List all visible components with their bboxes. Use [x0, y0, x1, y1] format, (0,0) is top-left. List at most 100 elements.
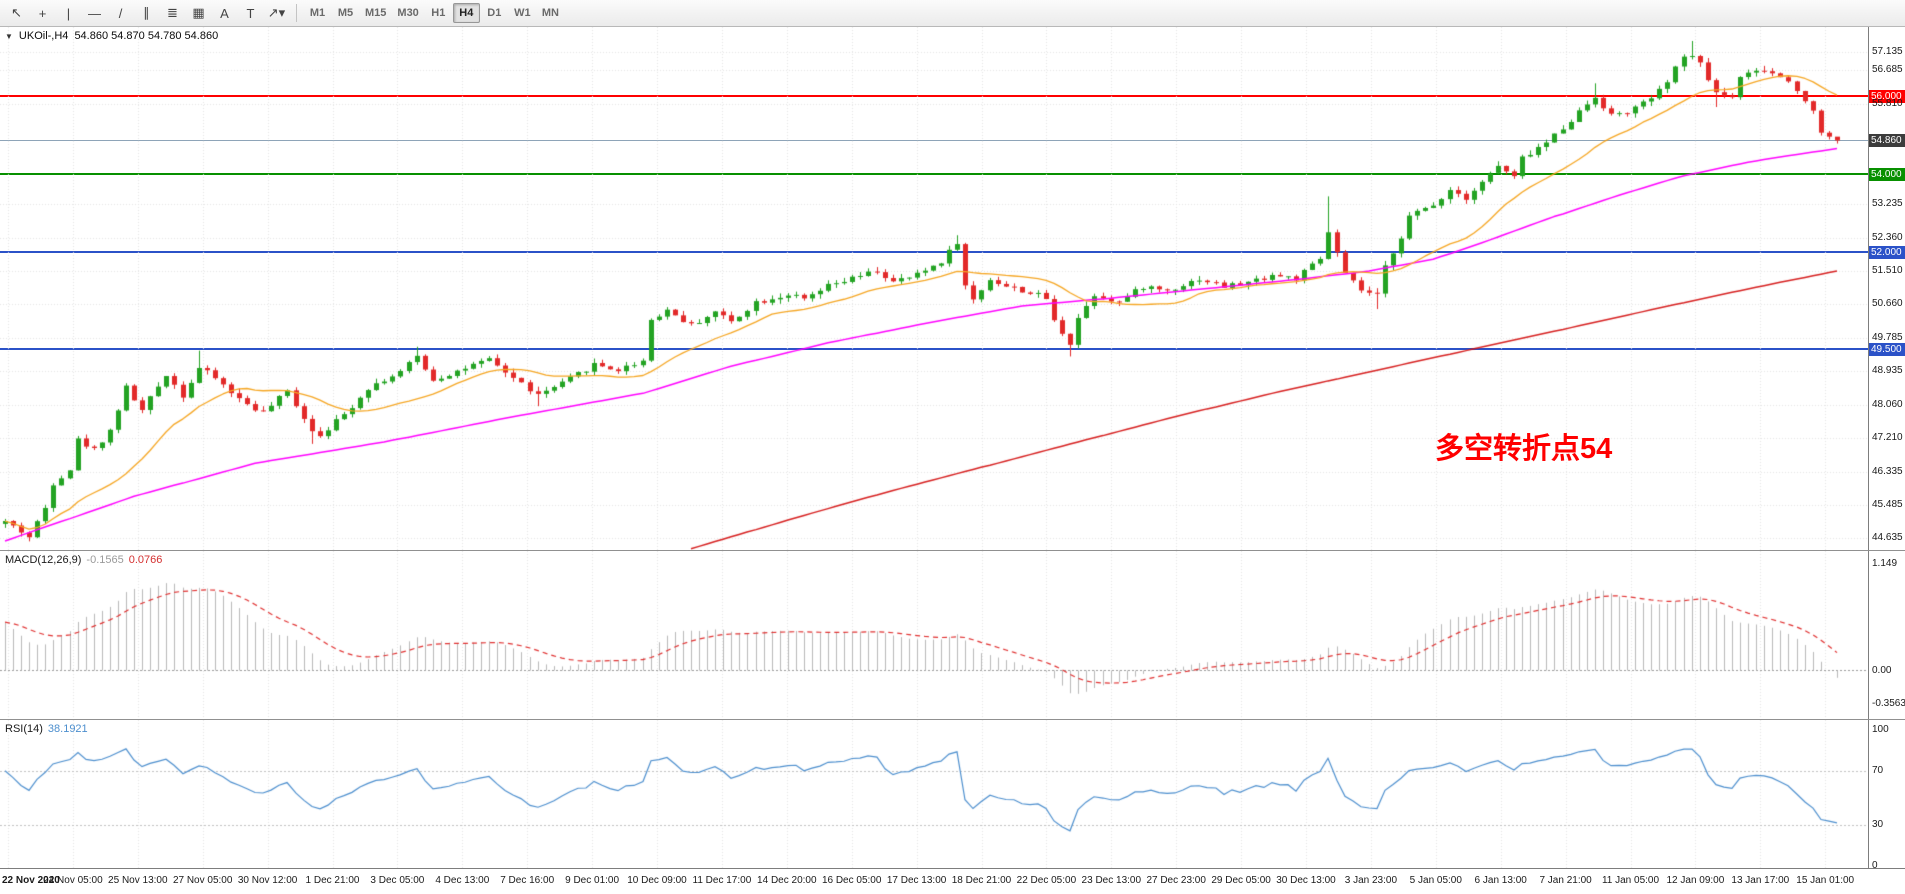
- price-tick: 57.135: [1872, 46, 1903, 58]
- price-tick: 47.210: [1872, 431, 1903, 443]
- time-label: 22 Nov 2020: [2, 875, 60, 886]
- one-click-trading-toggle-icon[interactable]: ▼: [5, 31, 13, 41]
- price-badge-49.500: 49.500: [1869, 342, 1905, 356]
- panel-separator-rsi[interactable]: [0, 719, 1905, 720]
- price-tick: 48.060: [1872, 398, 1903, 410]
- time-label: 14 Dec 20:00: [757, 875, 817, 886]
- price-tick: 55.810: [1872, 97, 1903, 109]
- macd-canvas[interactable]: [0, 551, 1868, 719]
- price-tick: 49.785: [1872, 331, 1903, 343]
- time-label: 13 Jan 17:00: [1731, 875, 1790, 886]
- fibonacci-retracement-tool[interactable]: ≣: [167, 5, 178, 20]
- price-tick: 56.685: [1872, 63, 1903, 75]
- price-badge-52.000: 52.000: [1869, 245, 1905, 259]
- macd-signal-value: 0.0766: [128, 554, 163, 566]
- chart-area: ▼ UKOil-,H4 54.860 54.870 54.780 54.860 …: [0, 27, 1905, 894]
- trendline-tool[interactable]: /: [118, 5, 123, 21]
- macd-main-value: -0.1565: [86, 554, 124, 566]
- arrows-tool[interactable]: ↗▾: [267, 5, 286, 20]
- time-label: 17 Dec 13:00: [886, 875, 947, 886]
- rsi-axis-tick: 100: [1872, 724, 1889, 735]
- price-tick: 46.335: [1872, 465, 1903, 477]
- timeframe-m30-button[interactable]: M30: [397, 7, 419, 19]
- price-tick: 53.235: [1872, 197, 1903, 209]
- cycle-lines-tool[interactable]: ▦: [192, 5, 205, 20]
- price-tick: 48.935: [1872, 364, 1903, 376]
- horizontal-line-tool[interactable]: —: [88, 5, 101, 21]
- time-label: 6 Jan 13:00: [1474, 875, 1527, 886]
- macd-axis-tick: -0.3563: [1872, 697, 1905, 709]
- timeframe-mn-button[interactable]: MN: [541, 7, 559, 19]
- timeframe-m5-button[interactable]: M5: [337, 7, 354, 19]
- cursor-tool[interactable]: ↖: [11, 5, 22, 20]
- macd-axis-tick: 1.149: [1872, 557, 1898, 569]
- price-badge-56.000: 56.000: [1869, 90, 1905, 104]
- price-badge-54.000: 54.000: [1869, 167, 1905, 181]
- chart-title-row: ▼ UKOil-,H4 54.860 54.870 54.780 54.860: [5, 30, 218, 42]
- macd-label: MACD(12,26,9) -0.1565 0.0766: [5, 554, 162, 566]
- time-label: 27 Nov 05:00: [172, 875, 233, 886]
- timeframe-w1-button[interactable]: W1: [514, 7, 531, 19]
- price-tick: 50.660: [1872, 297, 1903, 309]
- time-label: 22 Dec 05:00: [1016, 875, 1077, 886]
- time-label: 29 Dec 05:00: [1211, 875, 1271, 886]
- rsi-value: 38.1921: [47, 723, 88, 735]
- price-tick: 44.635: [1872, 531, 1903, 543]
- time-label: 9 Dec 01:00: [565, 875, 620, 886]
- time-label: 11 Dec 17:00: [692, 875, 752, 886]
- vertical-line-tool[interactable]: |: [66, 5, 71, 21]
- rsi-name: RSI(14): [5, 723, 43, 735]
- time-label: 4 Dec 13:00: [435, 875, 490, 886]
- time-label: 12 Jan 09:00: [1666, 875, 1725, 886]
- time-label: 27 Dec 23:00: [1146, 875, 1206, 886]
- chart-annotation-text[interactable]: 多空转折点54: [1435, 433, 1613, 465]
- time-label: 24 Nov 05:00: [43, 875, 103, 886]
- current-price-badge: 54.860: [1869, 134, 1905, 148]
- time-label: 30 Nov 12:00: [237, 875, 298, 886]
- timeframe-m1-button[interactable]: M1: [309, 7, 326, 19]
- macd-axis-tick: 0.00: [1872, 664, 1892, 676]
- rsi-axis-tick: 70: [1872, 764, 1884, 776]
- rsi-canvas[interactable]: [0, 720, 1868, 868]
- time-label: 30 Dec 13:00: [1276, 875, 1336, 886]
- panel-separator-macd[interactable]: [0, 550, 1905, 551]
- main-panel: ▼ UKOil-,H4 54.860 54.870 54.780 54.860 …: [0, 27, 1868, 550]
- time-label: 18 Dec 21:00: [951, 875, 1012, 886]
- time-label: 3 Dec 05:00: [370, 875, 425, 886]
- price-tick: 51.510: [1872, 264, 1903, 276]
- time-label: 1 Dec 21:00: [305, 875, 360, 886]
- rsi-axis-tick: 30: [1872, 819, 1884, 831]
- macd-name: MACD(12,26,9): [5, 554, 82, 566]
- crosshair-tool[interactable]: +: [38, 5, 47, 21]
- rsi-label: RSI(14) 38.1921: [5, 723, 88, 735]
- text-tool[interactable]: A: [220, 5, 229, 21]
- timeframe-h4-button[interactable]: H4: [452, 3, 480, 23]
- time-label: 10 Dec 09:00: [627, 875, 687, 886]
- equidistant-channel-tool[interactable]: ∥: [143, 5, 150, 20]
- time-label: 7 Dec 16:00: [500, 875, 555, 886]
- time-label: 15 Jan 01:00: [1796, 875, 1855, 886]
- timeframe-m15-button[interactable]: M15: [365, 7, 387, 19]
- price-tick: 45.485: [1872, 498, 1903, 510]
- time-label: 5 Jan 05:00: [1409, 875, 1462, 886]
- time-label: 7 Jan 21:00: [1539, 875, 1592, 886]
- chart-ohlc-values: 54.860 54.870 54.780 54.860: [74, 30, 219, 42]
- toolbar: ↖ + | — / ∥ ≣ ▦ A T ↗▾ M1 M5 M15 M30 H1 H4 D1 W1 MN: [0, 0, 1905, 27]
- time-label: 25 Nov 13:00: [108, 875, 168, 886]
- time-label: 23 Dec 13:00: [1081, 875, 1142, 886]
- price-axis[interactable]: 56.000 54.860 54.000 52.000 49.500 57.135 56.6…: [1868, 27, 1905, 894]
- timeframe-d1-button[interactable]: D1: [487, 7, 502, 19]
- time-label: 11 Jan 05:00: [1601, 875, 1660, 886]
- time-axis[interactable]: 22 Nov 2020 24 Nov 05:00 25 Nov 13:00 27 No…: [0, 868, 1905, 894]
- timeframe-h1-button[interactable]: H1: [431, 7, 446, 19]
- price-tick: 52.360: [1872, 231, 1903, 243]
- main-chart-canvas[interactable]: [0, 27, 1868, 550]
- chart-symbol-timeframe: UKOil-,H4: [18, 30, 69, 42]
- toolbar-separator: [296, 4, 297, 22]
- plot: ▼ UKOil-,H4 54.860 54.870 54.780 54.860 …: [0, 27, 1868, 894]
- rsi-axis-tick: 0: [1872, 860, 1878, 871]
- text-label-tool[interactable]: T: [246, 5, 255, 21]
- time-label: 3 Jan 23:00: [1344, 875, 1398, 886]
- time-label: 16 Dec 05:00: [821, 875, 882, 886]
